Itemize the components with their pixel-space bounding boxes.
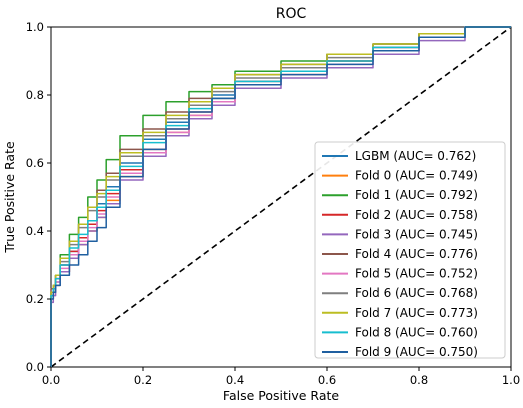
roc-curve-8: [50, 26, 511, 367]
plot-area: [50, 26, 512, 368]
legend-label: Fold 4 (AUC= 0.776): [355, 247, 478, 261]
x-tick-label: 0.4: [226, 373, 244, 387]
axes-frame: [50, 26, 512, 368]
legend-label: Fold 6 (AUC= 0.768): [355, 286, 478, 300]
legend-label: Fold 2 (AUC= 0.758): [355, 208, 478, 222]
series-lines: [50, 26, 511, 367]
y-tick-label: 1.0: [26, 20, 44, 34]
x-tick-label: 0.2: [134, 373, 152, 387]
y-tick-label: 0.8: [26, 88, 44, 102]
x-tick-label: 0.0: [42, 373, 60, 387]
chart-title: ROC: [276, 6, 307, 22]
y-tick-label: 0.2: [26, 292, 44, 306]
legend-label: Fold 1 (AUC= 0.792): [355, 188, 478, 202]
y-tick-label: 0.0: [26, 360, 44, 374]
legend-label: Fold 5 (AUC= 0.752): [355, 267, 478, 281]
y-tick-label: 0.6: [26, 156, 44, 170]
legend-label: Fold 8 (AUC= 0.760): [355, 325, 478, 339]
reference-diagonal: [50, 26, 512, 368]
legend-label: Fold 0 (AUC= 0.749): [355, 169, 478, 183]
legend-label: Fold 7 (AUC= 0.773): [355, 306, 478, 320]
x-tick-label: 1.0: [502, 373, 520, 387]
x-axis-ticks: 0.0 0.2 0.4 0.6 0.8 1.0: [42, 367, 520, 387]
y-axis-label: True Positive Rate: [2, 141, 17, 254]
legend-box: [314, 141, 506, 359]
x-tick-label: 0.6: [318, 373, 336, 387]
roc-curve-9: [50, 26, 511, 367]
legend-label: Fold 9 (AUC= 0.750): [355, 345, 478, 359]
legend-label: LGBM (AUC= 0.762): [355, 149, 476, 163]
y-axis-ticks: 0.0 0.2 0.4 0.6 0.8 1.0: [26, 20, 51, 374]
legend: LGBM (AUC= 0.762) Fold 0 (AUC= 0.749) Fold…: [314, 141, 506, 359]
x-axis-label: False Positive Rate: [223, 388, 339, 403]
legend-label: Fold 3 (AUC= 0.745): [355, 227, 478, 241]
x-tick-label: 0.8: [410, 373, 428, 387]
legend-items: LGBM (AUC= 0.762) Fold 0 (AUC= 0.749) Fold…: [322, 149, 478, 359]
y-tick-label: 0.4: [26, 224, 44, 238]
roc-curve-10: [50, 26, 511, 367]
